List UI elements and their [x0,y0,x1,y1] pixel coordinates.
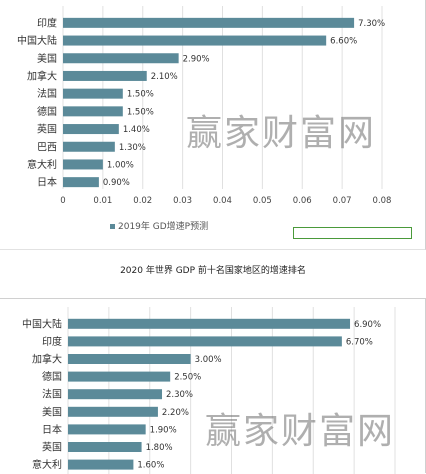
category-label: 印度 [42,335,62,348]
legend-label: 2019年 GD增速P预测 [118,222,209,232]
tick-label: 0 [60,196,65,206]
bar [68,406,158,417]
bar [68,459,134,470]
category-label: 日本 [42,423,62,436]
data-label: 2.20% [162,408,189,418]
category-label: 印度 [37,16,57,29]
bar [63,159,103,170]
category-label: 德国 [42,370,62,383]
chart-title: 2020 年世界 GDP 前十名国家地区的增速排名 [120,266,306,276]
data-label: 6.90% [354,320,381,330]
tick-label: 0.01 [93,196,112,206]
category-label: 意大利 [32,458,62,471]
data-label: 6.60% [330,37,357,47]
data-label: 7.30% [358,19,385,29]
data-label: 1.30% [119,143,146,153]
data-label: 1.50% [127,107,154,117]
tick-label: 0.03 [173,196,192,206]
data-label: 1.90% [150,425,177,435]
category-label: 英国 [37,123,57,136]
tick-label: 0.06 [293,196,312,206]
tick-label: 0.05 [253,196,272,206]
highlight-box [293,227,412,239]
data-label: 1.50% [127,90,154,100]
tick-label: 0.04 [213,196,232,206]
bar [63,17,355,28]
data-label: 1.00% [107,160,134,170]
category-label: 法国 [37,87,57,100]
bar [63,141,115,152]
category-label: 意大利 [27,158,57,171]
category-label: 加拿大 [27,69,57,82]
category-label: 法国 [42,388,62,401]
watermark: 赢家财富网 [186,113,377,154]
bar [63,53,179,64]
chart-2019-gdp-growth: 印度 7.30% 中国大陆 6.60% 美国 2.90% 加拿大 2.10% 法国 1.50% 德国… [17,6,392,206]
bar [63,70,147,81]
tick-label: 0.02 [133,196,152,206]
chart-panel-2019: 印度 7.30% 中国大陆 6.60% 美国 2.90% 加拿大 2.10% 法国 1.50% 德国… [0,0,426,250]
watermark-2: 赢家财富网 [205,411,396,452]
category-label: 美国 [37,52,57,65]
data-label: 1.40% [123,125,150,135]
category-label: 加拿大 [32,353,62,366]
chart-legend: 2019年 GD增速P预测 [110,219,208,232]
category-label: 中国大陆 [17,34,57,47]
bar [63,88,123,99]
data-label: 6.70% [346,337,373,347]
bar [63,106,123,117]
bar [68,424,146,435]
category-label: 美国 [42,405,62,418]
bar [68,371,171,382]
data-label: 1.80% [146,443,173,453]
bar [63,124,119,135]
bar [63,35,327,46]
bar [68,318,351,329]
bar [63,177,99,188]
bar [68,442,142,452]
tick-label: 0.07 [333,196,352,206]
category-label: 日本 [37,176,57,189]
data-label: 3.00% [195,355,222,365]
bar [68,354,191,364]
data-label: 2.90% [183,54,210,64]
category-label: 中国大陆 [22,317,62,330]
data-label: 1.60% [137,461,164,471]
tick-label: 0.08 [373,196,392,206]
legend-swatch [110,224,115,229]
data-label: 0.90% [103,178,130,188]
category-label: 英国 [42,441,62,454]
data-label: 2.10% [151,72,178,82]
category-label: 巴西 [37,141,57,153]
data-label: 2.30% [166,390,193,400]
chart-2020-gdp-growth: 中国大陆 6.90% 印度 6.70% 加拿大 3.00% 德国 2.50% 法国 2.30% 美国… [22,307,396,474]
category-label: 德国 [37,105,57,118]
bar [68,336,342,347]
bar [68,389,163,400]
data-label: 2.50% [174,373,201,383]
